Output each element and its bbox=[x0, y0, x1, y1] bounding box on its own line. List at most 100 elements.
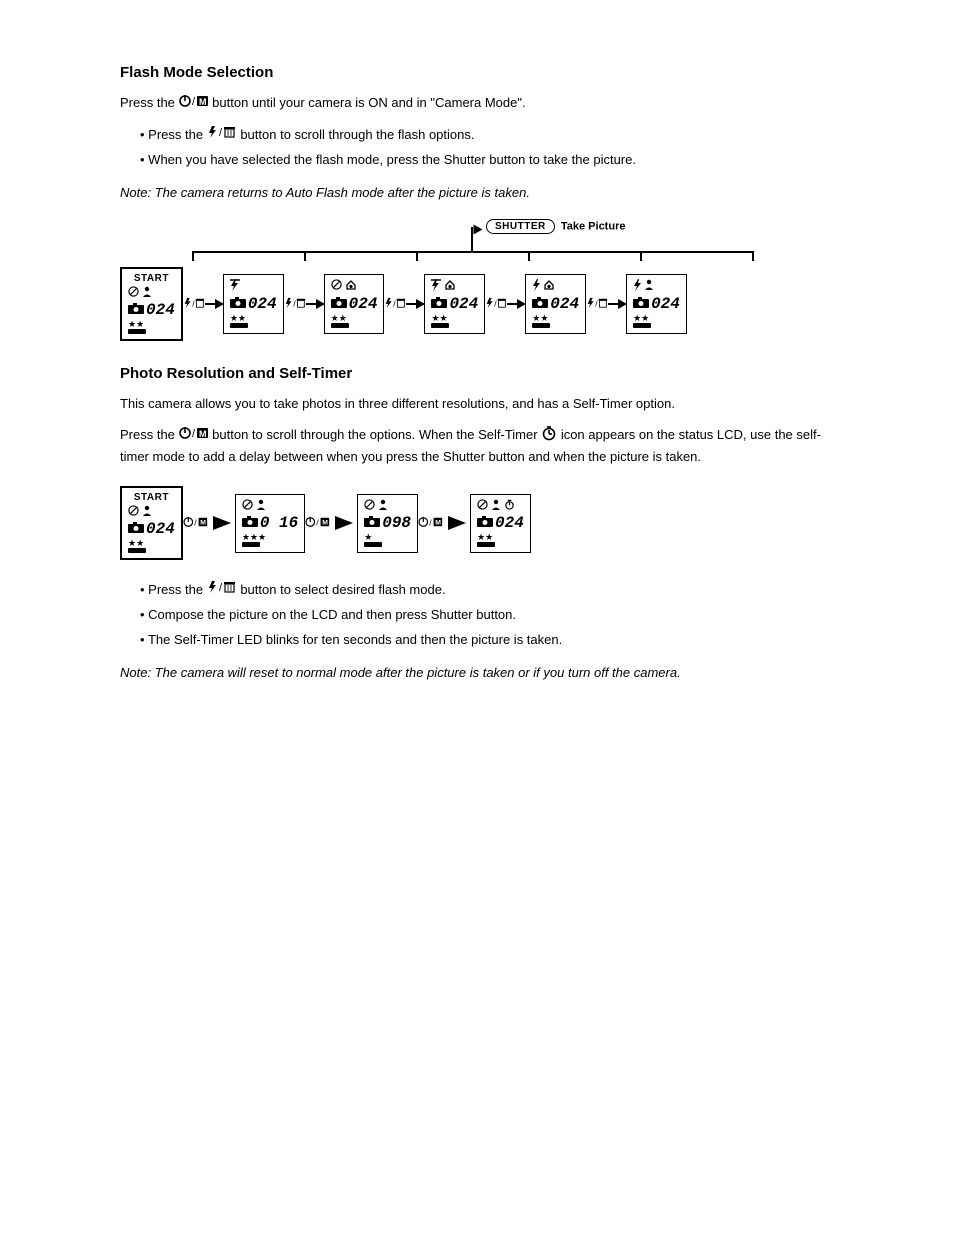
text: button to select desired flash mode. bbox=[240, 582, 445, 597]
section2-bullet1: • Press the / button to select desired f… bbox=[140, 580, 884, 601]
section2-bullet2: • Compose the picture on the LCD and the… bbox=[140, 605, 884, 626]
flash-auto-bar-icon bbox=[230, 279, 240, 294]
lcd-quality-row: ★★★ bbox=[242, 533, 298, 542]
arrow-icon bbox=[448, 516, 466, 530]
redeye-icon bbox=[345, 279, 357, 294]
camera-icon bbox=[128, 302, 144, 318]
svg-text:/: / bbox=[192, 428, 196, 440]
lcd-state: 024 ★★ bbox=[324, 274, 385, 334]
diagram-resolution-timer: START024★★/M0 16★★★/M098★/M024★★ bbox=[120, 486, 884, 560]
lcd-state: START024★★ bbox=[120, 267, 183, 341]
svg-text:/: / bbox=[219, 127, 223, 139]
person-icon bbox=[491, 499, 501, 513]
svg-text:/: / bbox=[595, 298, 598, 308]
timer-icon bbox=[541, 425, 557, 447]
lcd-icons-row bbox=[477, 499, 524, 513]
lcd-quality-row: ★ bbox=[364, 533, 411, 542]
svg-text:M: M bbox=[199, 429, 207, 439]
lcd-battery-row bbox=[477, 542, 524, 549]
shutter-pill: SHUTTER bbox=[486, 219, 555, 234]
lcd-counter-row: 024 bbox=[532, 296, 579, 312]
power-m-icon: / M bbox=[179, 94, 209, 114]
svg-text:/: / bbox=[429, 518, 432, 528]
lcd-counter: 024 bbox=[146, 521, 175, 537]
lcd-counter-row: 024 bbox=[431, 296, 478, 312]
lcd-battery-row bbox=[633, 323, 680, 330]
flash-trash-icon: / bbox=[586, 297, 608, 312]
lcd-state: 024 ★★ bbox=[525, 274, 586, 334]
lcd-quality-row: ★★ bbox=[532, 314, 579, 323]
lcd-state: START024★★ bbox=[120, 486, 183, 560]
camera-icon bbox=[532, 296, 548, 312]
flash-off-icon bbox=[128, 505, 139, 519]
camera-icon bbox=[242, 515, 258, 531]
lcd-counter-row: 0 16 bbox=[242, 515, 298, 531]
lcd-quality-row: ★★ bbox=[230, 314, 277, 323]
arrow-icon bbox=[507, 303, 525, 305]
lcd-state: 024★★ bbox=[470, 494, 531, 553]
flash-trash-icon: / bbox=[284, 297, 306, 312]
flash-off-icon bbox=[242, 499, 253, 513]
svg-text:/: / bbox=[194, 518, 197, 528]
arrow-icon bbox=[306, 303, 324, 305]
person-icon bbox=[256, 499, 266, 513]
lcd-counter: 024 bbox=[449, 296, 478, 312]
lcd-quality-row: ★★ bbox=[128, 320, 175, 329]
person-icon bbox=[142, 505, 152, 519]
flash-trash-icon: / bbox=[183, 297, 205, 312]
section1-intro: Press the / M button until your camera i… bbox=[120, 93, 840, 113]
section2-heading: Photo Resolution and Self-Timer bbox=[120, 365, 884, 382]
redeye-icon bbox=[543, 279, 555, 294]
start-label: START bbox=[128, 273, 175, 284]
lcd-state: 024 ★★ bbox=[424, 274, 485, 334]
svg-text:/: / bbox=[192, 96, 196, 108]
camera-icon bbox=[331, 296, 347, 312]
camera-icon bbox=[128, 521, 144, 537]
power-m-icon: /M bbox=[183, 516, 209, 531]
arrow-icon bbox=[213, 516, 231, 530]
flash-trash-icon: / bbox=[485, 297, 507, 312]
lcd-counter-row: 024 bbox=[477, 515, 524, 531]
flash-trash-icon: / bbox=[207, 580, 237, 601]
lcd-counter: 024 bbox=[349, 296, 378, 312]
lcd-battery-row bbox=[128, 329, 175, 336]
lcd-icons-row bbox=[633, 279, 680, 294]
camera-icon bbox=[633, 296, 649, 312]
person-icon bbox=[142, 286, 152, 300]
lcd-counter-row: 024 bbox=[331, 296, 378, 312]
svg-text:M: M bbox=[199, 97, 207, 107]
section2-para1: This camera allows you to take photos in… bbox=[120, 394, 840, 414]
text: Press the bbox=[148, 582, 207, 597]
camera-icon bbox=[477, 515, 493, 531]
lcd-state: 098 ★ bbox=[357, 494, 418, 553]
text: button until your camera is ON and in "C… bbox=[212, 95, 525, 110]
svg-text:/: / bbox=[293, 298, 296, 308]
lcd-counter: 024 bbox=[651, 296, 680, 312]
svg-text:/: / bbox=[219, 582, 223, 594]
lcd-icons-row bbox=[431, 279, 478, 294]
section1-note: Note: The camera returns to Auto Flash m… bbox=[120, 183, 840, 203]
power-m-icon: /M bbox=[418, 516, 444, 531]
lcd-quality-row: ★★ bbox=[331, 314, 378, 323]
svg-text:/: / bbox=[317, 518, 320, 528]
lcd-icons-row bbox=[128, 505, 175, 519]
timer-sm-icon bbox=[504, 499, 515, 513]
lcd-battery-row bbox=[242, 542, 298, 549]
lcd-icons-row bbox=[532, 279, 579, 294]
arrow-icon bbox=[205, 303, 223, 305]
lcd-battery-row bbox=[331, 323, 378, 330]
take-picture-label: Take Picture bbox=[561, 220, 626, 232]
text: The Self-Timer LED blinks for ten second… bbox=[148, 632, 562, 647]
text: Press the bbox=[120, 95, 179, 110]
flash-on-icon bbox=[532, 279, 540, 294]
lcd-battery-row bbox=[431, 323, 478, 330]
lcd-counter-row: 098 bbox=[364, 515, 411, 531]
section2-para2: Press the / M button to scroll through t… bbox=[120, 425, 840, 466]
lcd-quality-row: ★★ bbox=[431, 314, 478, 323]
svg-text:/: / bbox=[394, 298, 397, 308]
redeye-icon bbox=[444, 279, 456, 294]
power-m-icon: / M bbox=[179, 426, 209, 446]
bracket: SHUTTER Take Picture bbox=[192, 223, 752, 263]
text: Compose the picture on the LCD and then … bbox=[148, 607, 516, 622]
lcd-counter-row: 024 bbox=[230, 296, 277, 312]
